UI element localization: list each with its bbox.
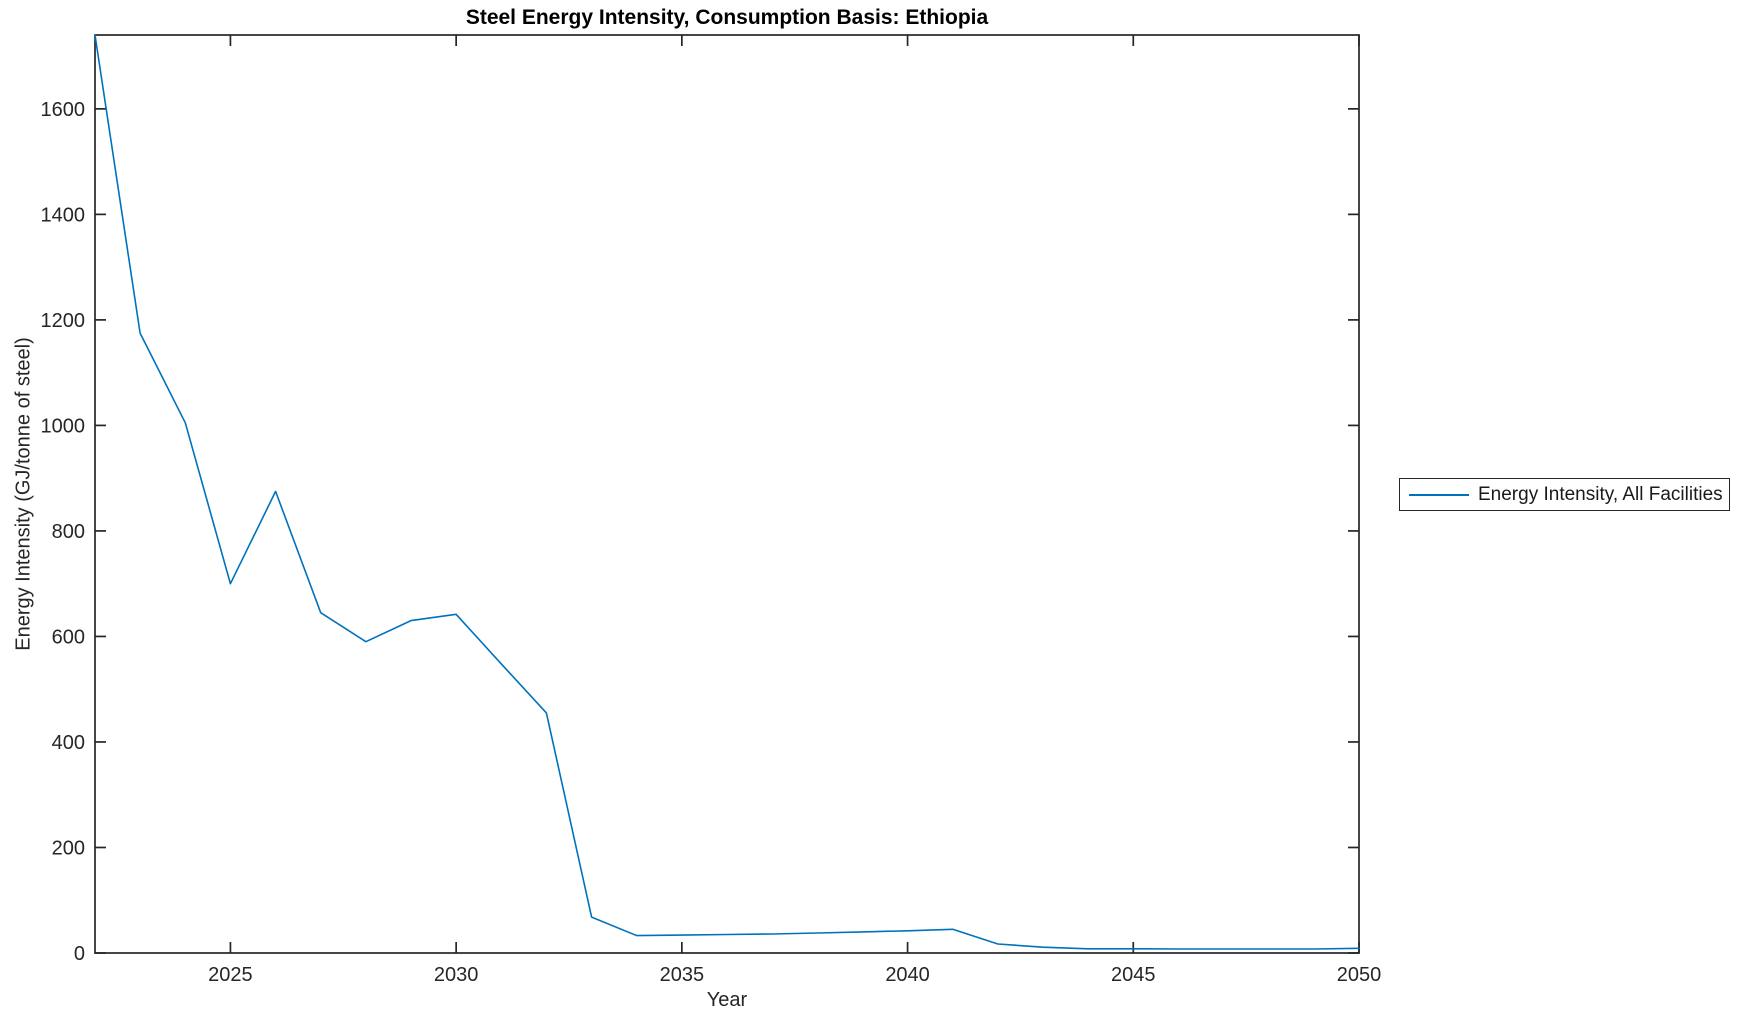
- x-tick-label: 2030: [434, 964, 479, 986]
- x-tick-label: 2040: [885, 964, 930, 986]
- legend-line-sample: [1409, 493, 1469, 496]
- legend: Energy Intensity, All Facilities: [1399, 478, 1730, 511]
- data-line: [94, 34, 1360, 950]
- y-tick-label: 1000: [41, 415, 86, 437]
- x-tick-label: 2025: [208, 964, 253, 986]
- x-axis-label: Year: [706, 989, 748, 1011]
- y-tick-label: 600: [52, 626, 85, 648]
- axes-box: [94, 34, 1360, 954]
- y-axis-label: Energy Intensity (GJ/tonne of steel): [12, 337, 35, 651]
- x-tick-label: 2050: [1337, 964, 1382, 986]
- y-tick-label: 400: [52, 732, 85, 754]
- y-tick-label: 0: [74, 943, 85, 965]
- y-tick-label: 800: [52, 521, 85, 543]
- x-tick-label: 2035: [660, 964, 705, 986]
- chart-title: Steel Energy Intensity, Consumption Basi…: [465, 6, 989, 29]
- legend-item-label: Energy Intensity, All Facilities: [1478, 483, 1723, 505]
- y-tick-label: 1400: [41, 204, 86, 226]
- y-tick-label: 1600: [41, 99, 86, 121]
- y-tick-label: 200: [52, 837, 85, 859]
- x-tick-label: 2045: [1111, 964, 1156, 986]
- y-tick-label: 1200: [41, 310, 86, 332]
